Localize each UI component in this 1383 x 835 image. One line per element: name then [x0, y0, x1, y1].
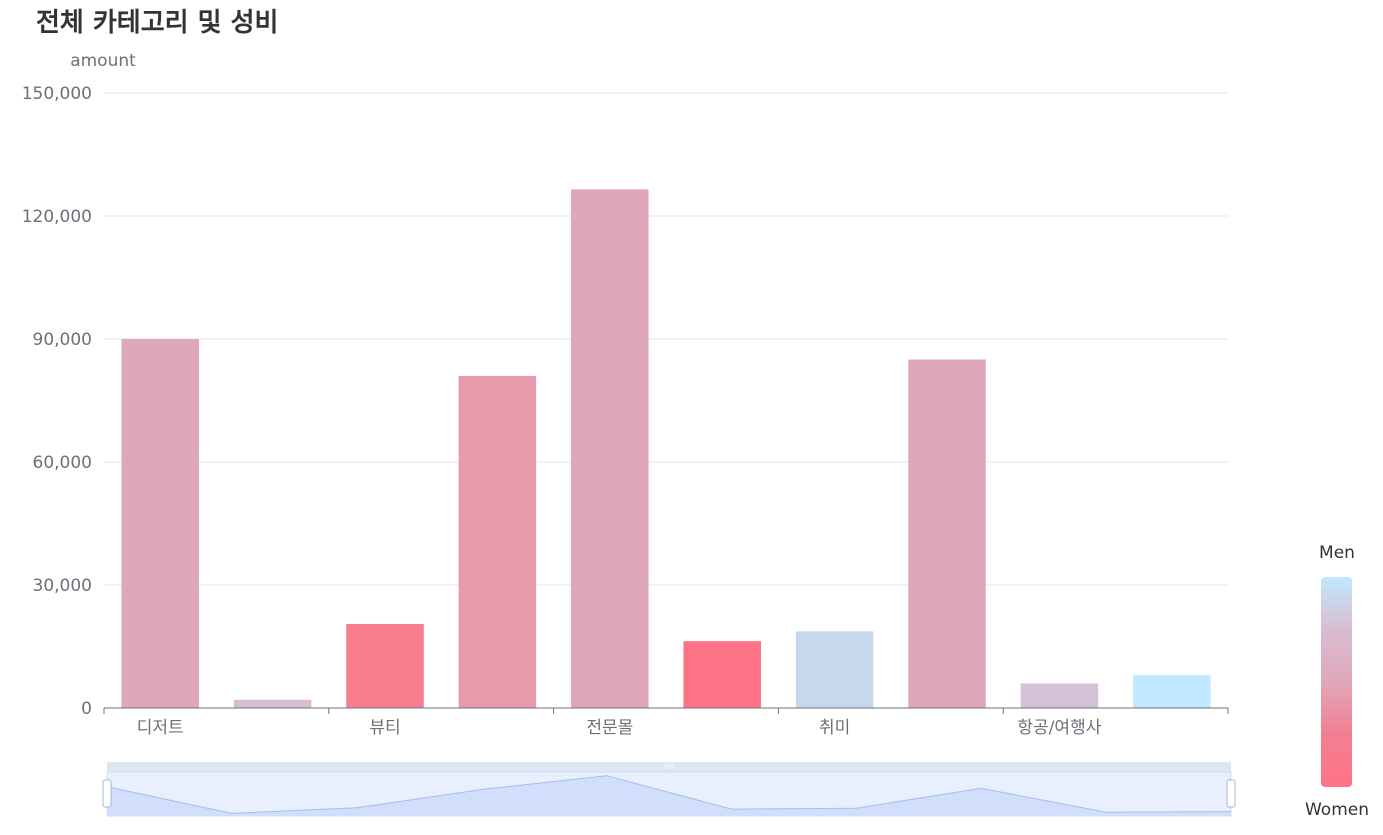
y-axis-tick-labels: 0 30,000 60,000 90,000 120,000 150,000 [22, 84, 92, 719]
visual-map[interactable]: Men Women [1305, 543, 1369, 820]
bar[interactable] [1020, 683, 1099, 708]
grid-lines [104, 92, 1228, 586]
x-tick-label: 디저트 [137, 718, 184, 738]
x-tick-label: 취미 [819, 718, 850, 738]
visual-map-gradient-bar[interactable] [1321, 577, 1352, 787]
y-tick-label: 150,000 [22, 84, 92, 104]
x-tick-label: 뷰티 [369, 718, 400, 738]
zoom-preview-line [106, 775, 1232, 814]
x-tick-label: 항공/여행사 [1017, 718, 1101, 738]
x-axis: 디저트 뷰티 전문몰 취미 항공/여행사 [103, 707, 1229, 738]
data-zoom-slider[interactable] [102, 762, 1236, 817]
bar[interactable] [908, 359, 986, 709]
bar[interactable] [346, 623, 424, 708]
y-tick-label: 90,000 [33, 330, 92, 350]
visual-map-top-label: Men [1319, 543, 1355, 563]
bar[interactable] [1133, 675, 1211, 708]
visual-map-bottom-label: Women [1305, 800, 1369, 820]
y-axis-name: amount [70, 51, 136, 71]
y-tick-label: 0 [81, 699, 92, 719]
chart-title: 전체 카테고리 및 성비 [36, 8, 278, 38]
zoom-right-handle[interactable] [1226, 779, 1236, 808]
zoom-left-handle[interactable] [102, 779, 112, 808]
bar[interactable] [233, 699, 312, 708]
y-tick-label: 30,000 [33, 576, 92, 596]
bar[interactable] [683, 641, 761, 708]
bar[interactable] [795, 631, 874, 708]
zoom-preview-area [107, 775, 1231, 816]
bar-series[interactable] [121, 189, 1211, 709]
bar[interactable] [121, 339, 199, 708]
y-tick-label: 120,000 [22, 207, 92, 227]
x-tick-label: 전문몰 [586, 718, 633, 738]
y-tick-label: 60,000 [33, 453, 92, 473]
bar[interactable] [458, 375, 537, 708]
bar[interactable] [571, 189, 649, 709]
